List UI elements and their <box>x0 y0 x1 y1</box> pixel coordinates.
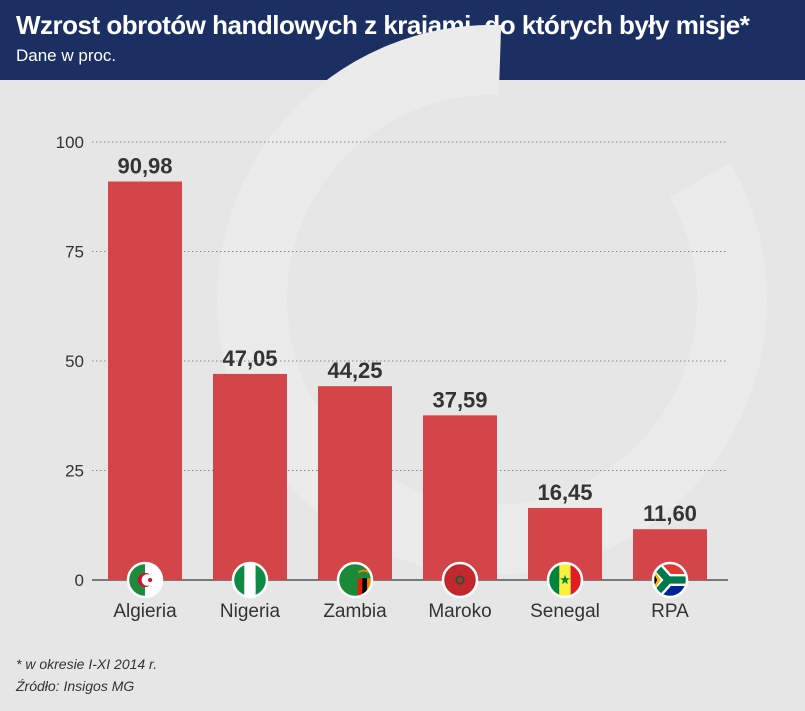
data-label: 37,59 <box>432 387 487 412</box>
data-label: 90,98 <box>117 154 172 179</box>
x-category-label: Algieria <box>113 601 177 622</box>
x-category-label: Nigeria <box>220 601 281 622</box>
bar <box>318 386 392 580</box>
x-category-label: Maroko <box>428 601 491 622</box>
south-africa-flag-icon <box>651 561 689 599</box>
chart-subtitle: Dane w proc. <box>16 46 117 65</box>
bar <box>423 415 497 580</box>
y-tick-label: 25 <box>65 462 84 481</box>
chart-title: Wzrost obrotów handlowych z krajami, do … <box>16 10 750 40</box>
y-tick-label: 0 <box>75 571 84 590</box>
zambia-flag-icon <box>336 561 374 599</box>
data-label: 44,25 <box>327 358 382 383</box>
y-tick-label: 75 <box>65 243 84 262</box>
morocco-flag-icon <box>441 561 479 599</box>
labels: 0 25 50 75 100 90,98 Algieria 47,05 Nigeria 44,25… <box>56 133 697 622</box>
data-label: 47,05 <box>222 346 277 371</box>
grid-lines <box>92 141 728 581</box>
senegal-flag-icon <box>546 561 584 599</box>
bar <box>108 181 182 580</box>
source-note: Źródło: Insigos MG <box>16 678 135 694</box>
bar <box>213 373 287 580</box>
x-category-label: Senegal <box>530 601 600 622</box>
y-tick-label: 100 <box>56 133 84 152</box>
algeria-flag-icon <box>126 561 164 599</box>
data-label: 16,45 <box>537 480 592 505</box>
y-tick-label: 50 <box>65 352 84 371</box>
data-label: 11,60 <box>643 501 697 526</box>
x-category-label: RPA <box>651 601 689 622</box>
nigeria-flag-icon <box>231 561 269 599</box>
footnote: * w okresie I-XI 2014 r. <box>16 656 158 672</box>
bars <box>108 181 707 580</box>
x-category-label: Zambia <box>323 601 387 622</box>
